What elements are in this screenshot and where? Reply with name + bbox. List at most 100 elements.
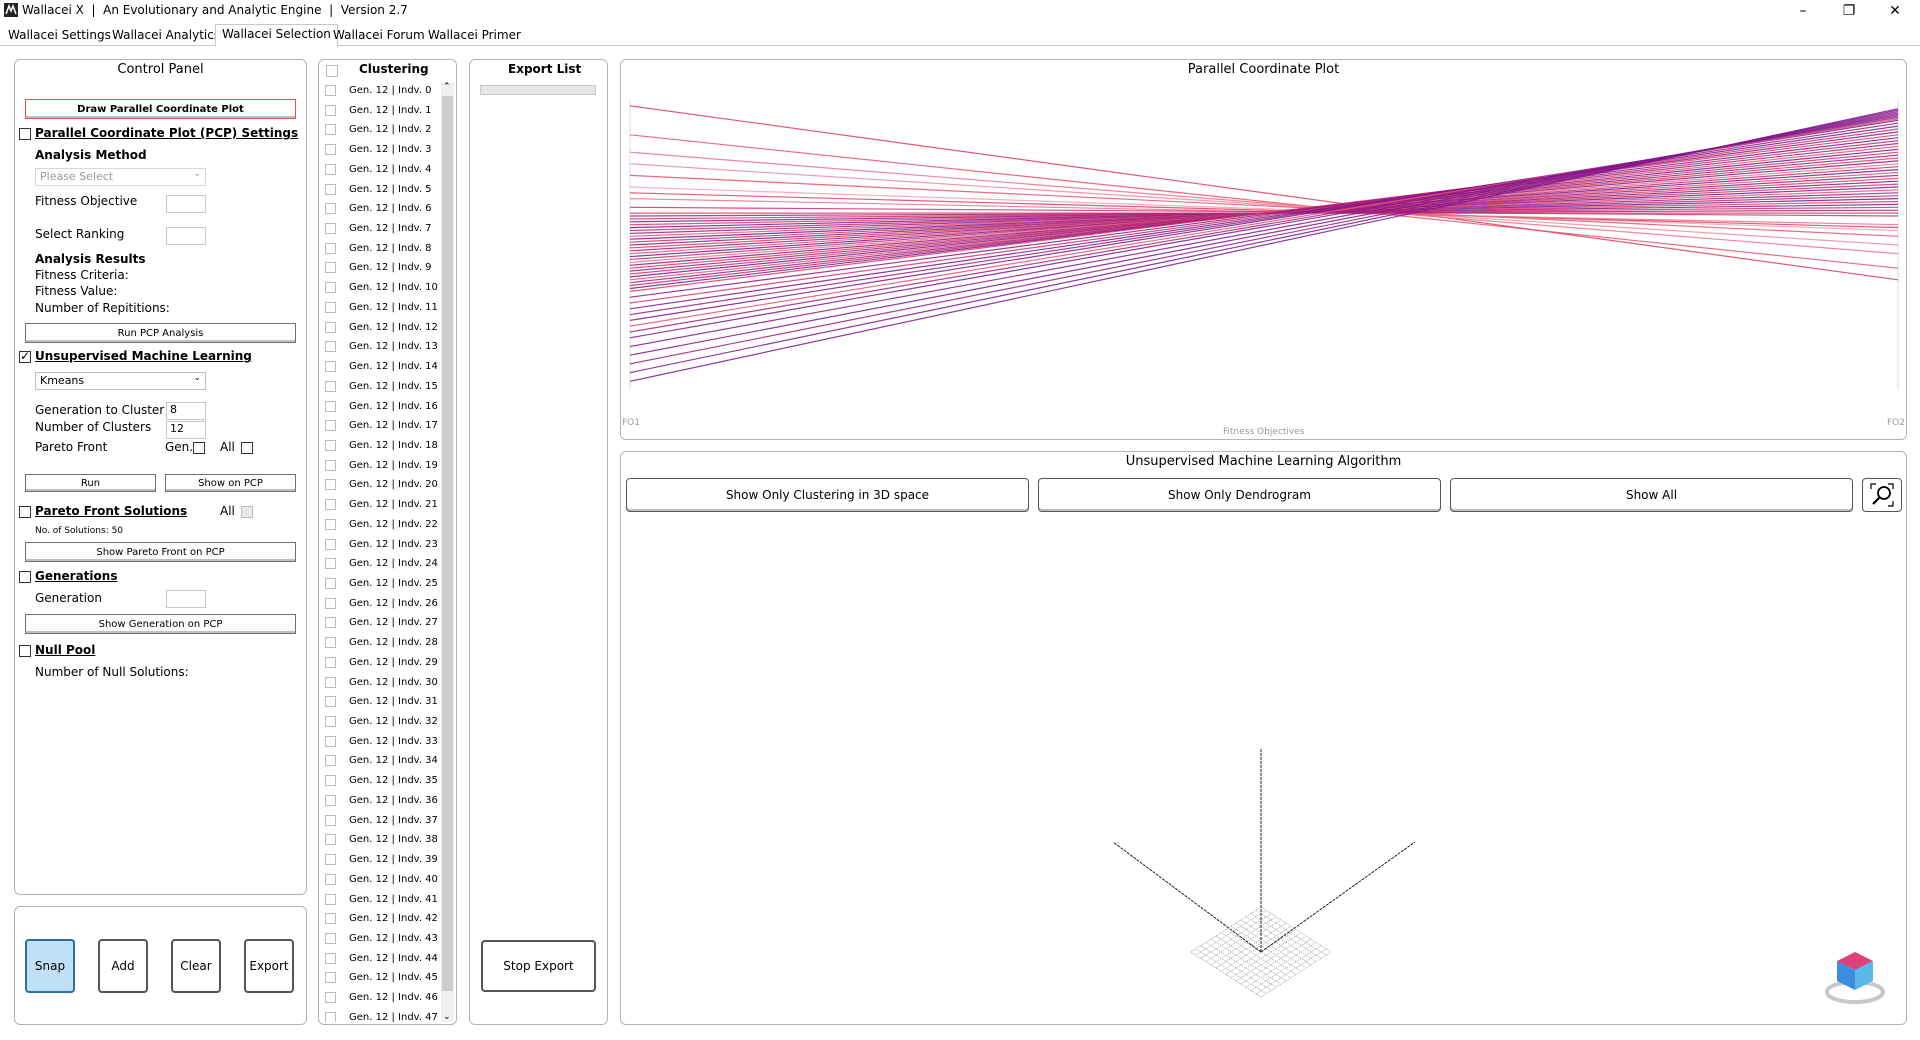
list-item[interactable]: Gen. 12 | Indv. 12 (322, 319, 442, 339)
list-item-checkbox[interactable] (325, 932, 336, 944)
tab-wallacei-primer[interactable]: Wallacei Primer (428, 28, 521, 42)
list-item-checkbox[interactable] (325, 972, 336, 984)
list-item-checkbox[interactable] (325, 676, 336, 688)
show-3d-clustering-button[interactable]: Show Only Clustering in 3D space (626, 478, 1029, 512)
show-pareto-front-button[interactable]: Show Pareto Front on PCP (25, 542, 296, 562)
list-item[interactable]: Gen. 12 | Indv. 30 (322, 674, 442, 694)
list-item[interactable]: Gen. 12 | Indv. 18 (322, 437, 442, 457)
list-item-checkbox[interactable] (325, 913, 336, 925)
list-item[interactable]: Gen. 12 | Indv. 29 (322, 654, 442, 674)
list-item-checkbox[interactable] (325, 439, 336, 451)
list-item-checkbox[interactable] (325, 834, 336, 846)
null-pool-checkbox[interactable] (19, 645, 31, 657)
list-item-checkbox[interactable] (325, 499, 336, 511)
list-item-checkbox[interactable] (325, 380, 336, 392)
list-item-checkbox[interactable] (325, 183, 336, 195)
zoom-extents-button[interactable] (1862, 478, 1902, 512)
generations-checkbox[interactable] (19, 571, 31, 583)
list-item-checkbox[interactable] (325, 538, 336, 550)
list-item[interactable]: Gen. 12 | Indv. 15 (322, 378, 442, 398)
list-item-checkbox[interactable] (325, 262, 336, 274)
clear-button[interactable]: Clear (171, 939, 221, 993)
list-item-checkbox[interactable] (325, 518, 336, 530)
export-button[interactable]: Export (244, 939, 294, 993)
tab-wallacei-forum[interactable]: Wallacei Forum (333, 28, 425, 42)
list-item[interactable]: Gen. 12 | Indv. 35 (322, 772, 442, 792)
stop-export-button[interactable]: Stop Export (481, 940, 596, 992)
tab-wallacei-analytics[interactable]: Wallacei Analytics (112, 28, 221, 42)
list-item-checkbox[interactable] (325, 578, 336, 589)
list-item[interactable]: Gen. 12 | Indv. 37 (322, 812, 442, 832)
add-button[interactable]: Add (98, 939, 148, 993)
list-item[interactable]: Gen. 12 | Indv. 39 (322, 851, 442, 871)
snap-button[interactable]: Snap (25, 939, 75, 993)
list-item-checkbox[interactable] (325, 85, 336, 96)
generation-input[interactable] (166, 590, 206, 608)
list-item[interactable]: Gen. 12 | Indv. 25 (322, 575, 442, 595)
list-item[interactable]: Gen. 12 | Indv. 23 (322, 536, 442, 556)
generation-to-cluster-input[interactable]: 8 (166, 402, 206, 420)
list-item[interactable]: Gen. 12 | Indv. 19 (322, 457, 442, 477)
analysis-method-dropdown[interactable]: Please Select ⌄ (35, 168, 206, 186)
list-item[interactable]: Gen. 12 | Indv. 4 (322, 161, 442, 181)
list-item-checkbox[interactable] (325, 696, 336, 708)
list-item[interactable]: Gen. 12 | Indv. 24 (322, 555, 442, 575)
select-ranking-input[interactable] (166, 227, 206, 245)
list-item[interactable]: Gen. 12 | Indv. 8 (322, 240, 442, 260)
list-item-checkbox[interactable] (325, 617, 336, 629)
list-item-checkbox[interactable] (325, 597, 336, 609)
list-item[interactable]: Gen. 12 | Indv. 5 (322, 181, 442, 201)
list-item[interactable]: Gen. 12 | Indv. 34 (322, 752, 442, 772)
list-item-checkbox[interactable] (325, 282, 336, 294)
list-item-checkbox[interactable] (325, 104, 336, 116)
list-item-checkbox[interactable] (325, 735, 336, 747)
draw-pcp-button[interactable]: Draw Parallel Coordinate Plot (25, 99, 296, 119)
maximize-button[interactable]: ❐ (1842, 3, 1856, 19)
list-item-checkbox[interactable] (325, 637, 336, 649)
fitness-objective-input[interactable] (166, 195, 206, 213)
list-item-checkbox[interactable] (325, 400, 336, 412)
list-item[interactable]: Gen. 12 | Indv. 46 (322, 989, 442, 1009)
list-item[interactable]: Gen. 12 | Indv. 10 (322, 279, 442, 299)
list-item[interactable]: Gen. 12 | Indv. 6 (322, 200, 442, 220)
list-item[interactable]: Gen. 12 | Indv. 41 (322, 891, 442, 911)
list-item-checkbox[interactable] (325, 223, 336, 235)
list-item-checkbox[interactable] (325, 854, 336, 866)
list-item-checkbox[interactable] (325, 656, 336, 668)
scroll-up-icon[interactable]: ⌃ (443, 82, 451, 92)
list-item[interactable]: Gen. 12 | Indv. 11 (322, 299, 442, 319)
list-item-checkbox[interactable] (325, 459, 336, 471)
list-item[interactable]: Gen. 12 | Indv. 38 (322, 831, 442, 851)
list-item-checkbox[interactable] (325, 341, 336, 353)
ml-run-button[interactable]: Run (25, 474, 156, 492)
list-item-checkbox[interactable] (325, 755, 336, 767)
list-item-checkbox[interactable] (325, 163, 336, 175)
list-item[interactable]: Gen. 12 | Indv. 2 (322, 121, 442, 141)
list-item-checkbox[interactable] (325, 203, 336, 215)
list-item[interactable]: Gen. 12 | Indv. 47 (322, 1009, 442, 1022)
list-item-checkbox[interactable] (325, 479, 336, 491)
list-item-checkbox[interactable] (325, 873, 336, 885)
list-item-checkbox[interactable] (325, 1011, 336, 1022)
tab-wallacei-selection[interactable]: Wallacei Selection (215, 24, 338, 47)
list-item[interactable]: Gen. 12 | Indv. 28 (322, 634, 442, 654)
list-item-checkbox[interactable] (325, 124, 336, 136)
list-item[interactable]: Gen. 12 | Indv. 44 (322, 950, 442, 970)
list-item-checkbox[interactable] (325, 420, 336, 432)
list-item[interactable]: Gen. 12 | Indv. 42 (322, 910, 442, 930)
view-cube-icon[interactable] (1823, 944, 1887, 1008)
list-item[interactable]: Gen. 12 | Indv. 1 (322, 102, 442, 122)
list-item[interactable]: Gen. 12 | Indv. 36 (322, 792, 442, 812)
pareto-solutions-all-checkbox[interactable] (241, 506, 253, 518)
list-item[interactable]: Gen. 12 | Indv. 9 (322, 259, 442, 279)
list-item[interactable]: Gen. 12 | Indv. 20 (322, 476, 442, 496)
list-item[interactable]: Gen. 12 | Indv. 13 (322, 338, 442, 358)
number-of-clusters-input[interactable]: 12 (166, 421, 206, 439)
list-item-checkbox[interactable] (325, 992, 336, 1004)
list-item[interactable]: Gen. 12 | Indv. 16 (322, 398, 442, 418)
pareto-gen-checkbox[interactable] (193, 442, 205, 454)
clustering-select-all-checkbox[interactable] (326, 65, 338, 77)
minimize-button[interactable]: – (1799, 3, 1807, 19)
list-item[interactable]: Gen. 12 | Indv. 31 (322, 693, 442, 713)
list-item-checkbox[interactable] (325, 321, 336, 333)
